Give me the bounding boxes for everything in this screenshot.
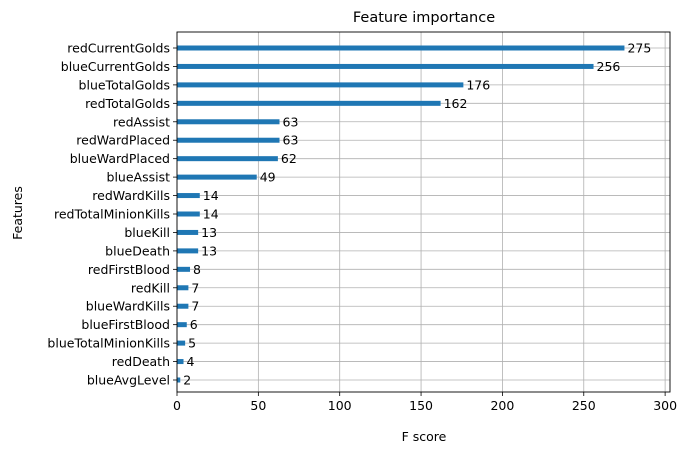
y-tick-label: blueTotalGolds [79,77,170,92]
y-tick-label: redTotalGolds [85,96,170,111]
chart-title: Feature importance [353,10,495,26]
value-label: 6 [190,317,198,332]
x-tick-label: 50 [250,398,266,413]
value-label: 8 [193,262,201,277]
y-tick-label: redCurrentGolds [67,41,170,56]
value-label: 14 [203,188,219,203]
y-tick-label: blueFirstBlood [81,317,170,332]
value-label: 275 [627,41,651,56]
y-tick-label: redFirstBlood [88,262,170,277]
value-label: 5 [188,336,196,351]
bar [177,322,187,328]
bar [177,359,184,365]
y-tick-label: redAssist [113,114,170,129]
bars [177,45,625,383]
y-tick-label: blueTotalMinionKills [47,336,170,351]
y-axis-label: Features [10,186,25,240]
value-label: 162 [444,96,468,111]
bar [177,174,257,180]
x-tick-label: 250 [572,398,596,413]
value-label: 2 [183,373,191,388]
y-tick-label: blueKill [124,225,170,240]
bar [177,340,186,346]
value-label: 4 [187,354,195,369]
value-label: 7 [191,280,199,295]
value-label: 256 [597,59,621,74]
y-tick-label: blueWardPlaced [70,151,170,166]
value-label: 13 [201,243,217,258]
x-tick-label: 150 [409,398,433,413]
value-label: 63 [283,114,299,129]
x-tick-label: 300 [653,398,677,413]
x-tick-label: 0 [173,398,181,413]
y-tick-labels: redCurrentGolds blueCurrentGolds blueTotal… [47,41,177,388]
value-label: 49 [260,170,276,185]
bar [177,63,594,69]
y-tick-label: blueAvgLevel [87,373,170,388]
bar [177,137,280,143]
x-axis-label: F score [402,429,447,444]
bar [177,156,278,162]
value-label: 13 [201,225,217,240]
y-tick-label: redDeath [112,354,170,369]
y-tick-label: redKill [131,280,170,295]
y-tick-label: redTotalMinionKills [54,207,170,222]
bar [177,266,191,272]
bar [177,100,441,106]
x-tick-label: 200 [490,398,514,413]
bar [177,45,625,51]
y-tick-label: blueWardKills [86,299,170,314]
bar [177,248,199,254]
value-label: 176 [466,77,490,92]
y-tick-label: blueCurrentGolds [61,59,170,74]
value-label: 7 [191,299,199,314]
x-tick-label: 100 [328,398,352,413]
bar [177,229,199,235]
value-label: 63 [283,133,299,148]
bar [177,377,181,383]
value-label: 14 [203,207,219,222]
y-tick-label: blueAssist [107,170,171,185]
bar [177,303,189,309]
x-tick-labels: 0 50 100 150 200 250 300 [173,392,677,413]
bar [177,193,200,199]
value-label: 62 [281,151,297,166]
bar [177,119,280,125]
plot-frame [176,31,671,393]
y-tick-label: redWardPlaced [76,133,170,148]
bar [177,211,200,217]
y-tick-label: redWardKills [92,188,170,203]
bar [177,285,189,291]
y-tick-label: blueDeath [105,243,170,258]
bar [177,82,464,88]
